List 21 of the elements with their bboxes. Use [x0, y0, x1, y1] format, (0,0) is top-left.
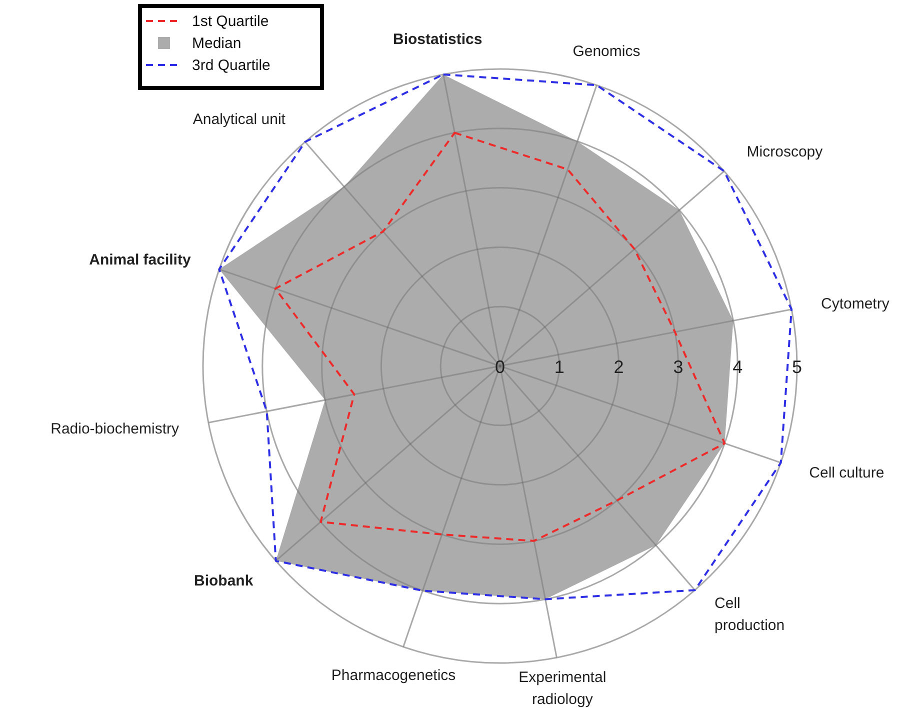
spoke-label: Biostatistics [393, 31, 482, 48]
spoke-label: Animal facility [89, 252, 192, 269]
spoke-label: Cell culture [809, 464, 884, 482]
spoke-label: Pharmacogenetics [331, 667, 456, 684]
spoke-label: Cell production [714, 594, 785, 634]
spoke-label: Microscopy [746, 143, 824, 160]
y-tick-label: 0 [494, 357, 506, 377]
spoke-label: Genomics [572, 42, 640, 60]
y-tick-label: 2 [614, 357, 624, 377]
legend-label: Median [192, 35, 242, 52]
spoke-label: Biobank [194, 572, 254, 590]
y-tick-label: 5 [792, 357, 802, 377]
y-tick-label: 3 [673, 357, 684, 377]
y-tick-label: 1 [554, 357, 564, 377]
spoke-label: Analytical unit [192, 111, 286, 128]
spoke-label: Experimental radiology [518, 668, 606, 708]
spoke-label: Cytometry [820, 296, 890, 313]
spoke-label: Radio-biochemistry [50, 420, 180, 438]
legend-label: 1st Quartile [192, 13, 269, 30]
legend-label: 3rd Quartile [192, 57, 270, 74]
y-tick-label: 4 [732, 357, 743, 377]
